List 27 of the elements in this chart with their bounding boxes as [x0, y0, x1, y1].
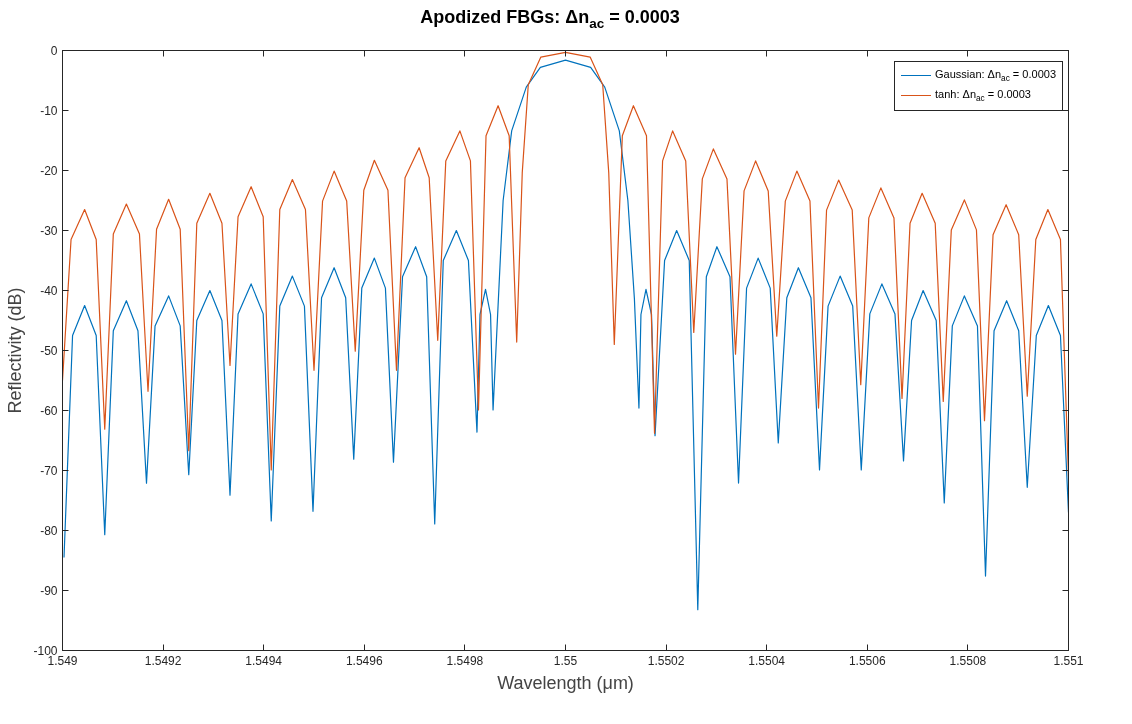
y-tick-label: -50 [40, 344, 58, 358]
x-tick-label: 1.55 [553, 653, 578, 668]
x-tick-label: 1.5508 [949, 653, 987, 668]
y-tick-label: -70 [40, 464, 58, 478]
x-tick-label: 1.5496 [345, 653, 383, 668]
chart-title: Apodized FBGs: Δn$_{ac}$ = 0.0003 [419, 6, 681, 33]
x-tick-label: 1.5506 [848, 653, 886, 668]
x-tick-label: 1.5498 [446, 653, 484, 668]
y-tick-label: -10 [40, 104, 58, 118]
y-axis-title: Reflectivity (dB) [5, 287, 26, 414]
x-tick-label: 1.5504 [748, 653, 786, 668]
legend-label: Gaussian: Δn$_{ac}$ = 0.0003 [934, 67, 1056, 85]
y-tick-label: -100 [33, 644, 58, 658]
x-tick-label: 1.5502 [647, 653, 685, 668]
y-tick-label: -20 [40, 164, 58, 178]
legend-label: tanh: Δn$_{ac}$ = 0.0003 [934, 86, 1032, 105]
y-tick-label: -40 [40, 284, 58, 298]
y-tick-label: -60 [40, 404, 58, 418]
y-tick-label: 0 [50, 44, 58, 58]
y-tick-label: -90 [40, 584, 58, 598]
y-tick-label: -30 [40, 224, 58, 238]
x-axis-title: Wavelength (μm) [497, 672, 634, 693]
x-tick-label: 1.5494 [245, 653, 283, 668]
x-tick-label: 1.5492 [144, 653, 182, 668]
line-series [63, 59, 1069, 611]
y-tick-label: -80 [40, 524, 58, 538]
x-tick-label: 1.551 [1053, 653, 1084, 668]
